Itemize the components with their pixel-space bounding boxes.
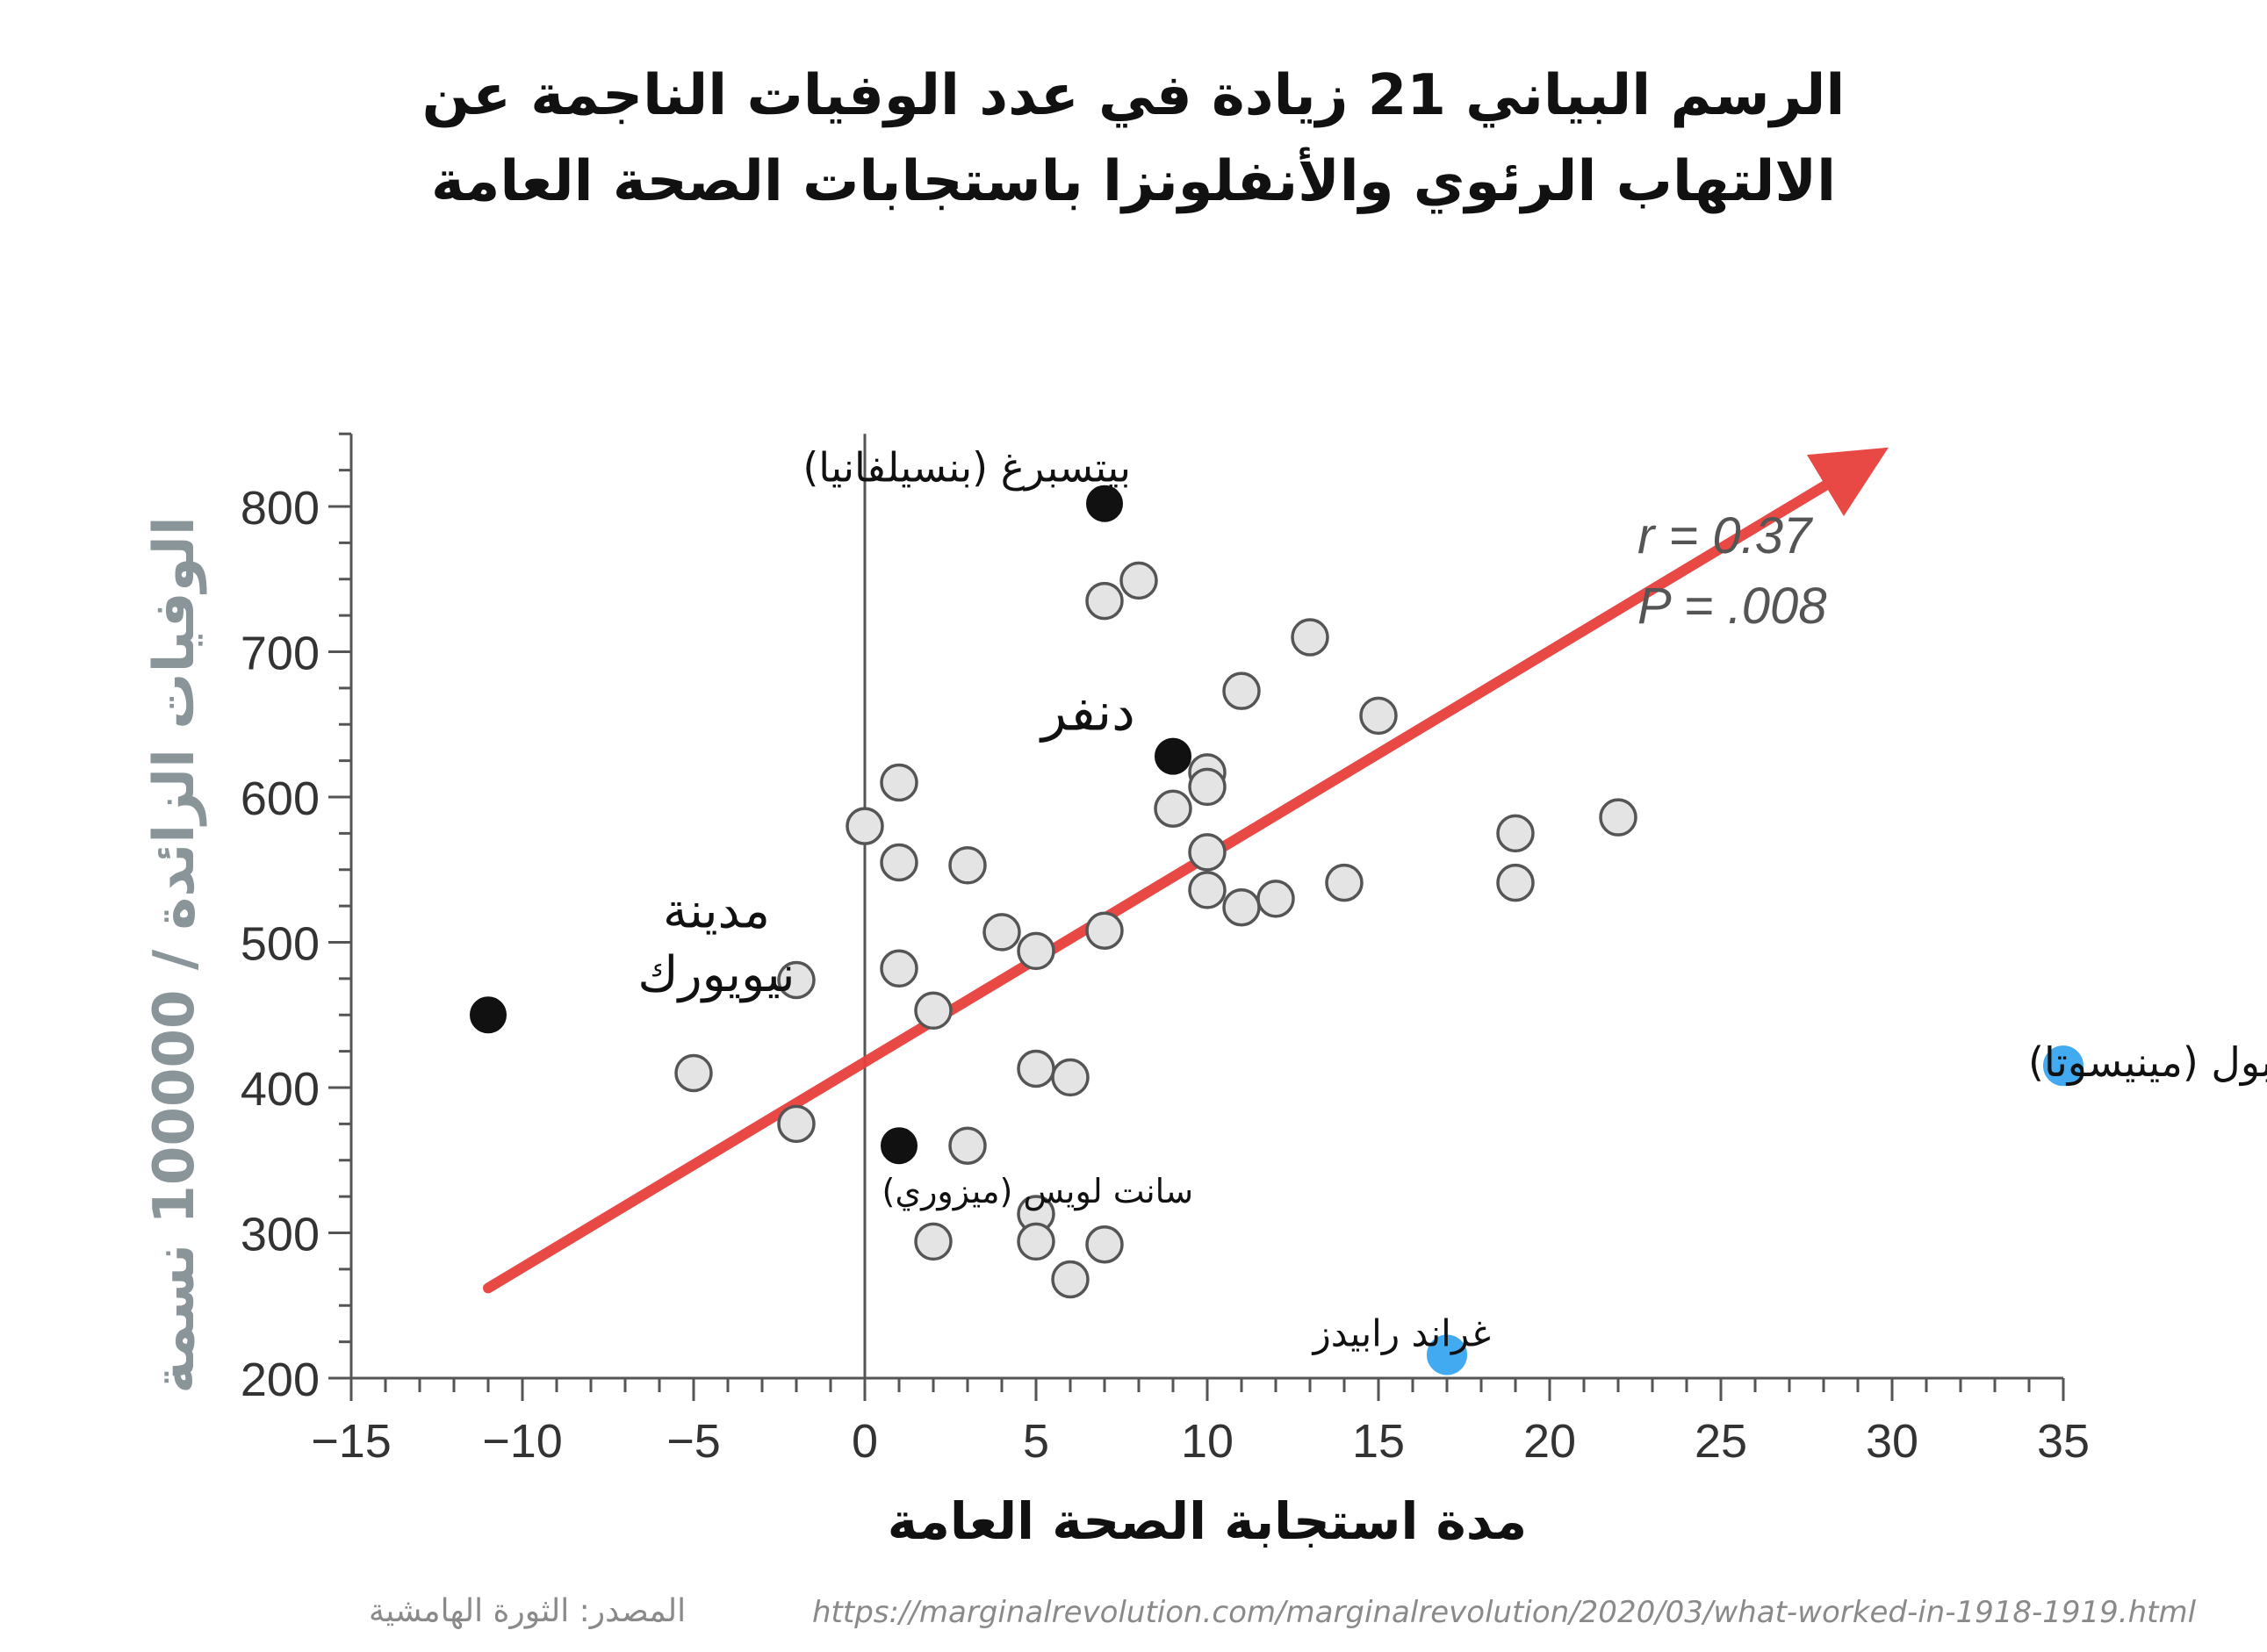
x-tick-label: 15: [1352, 1415, 1405, 1468]
chart-title: الرسم البياني 21 زيادة في عدد الوفيات ال…: [176, 53, 2091, 225]
x-tick-label: 25: [1695, 1415, 1747, 1468]
highlight-point: [2043, 1045, 2083, 1087]
data-point: [1359, 696, 1398, 736]
data-point: [1188, 833, 1227, 872]
highlight-point: [1155, 737, 1191, 775]
data-point: [1017, 931, 1055, 971]
data-point: [948, 1126, 987, 1165]
data-point: [880, 843, 918, 882]
x-tick-label: −5: [666, 1415, 721, 1468]
data-point: [1017, 1049, 1055, 1088]
data-point: [948, 846, 987, 885]
city-label: بيتسبرغ (بنسيلفانيا): [802, 444, 1131, 492]
data-point: [1496, 814, 1535, 853]
x-tick-label: −10: [482, 1415, 563, 1468]
city-label: دنفر: [1039, 682, 1135, 743]
y-tick-label: 800: [241, 482, 320, 535]
source-note: المصدر: الثورة الهامشية https://marginal…: [369, 1593, 2197, 1637]
stat-p-value: P = .008: [1637, 578, 1827, 635]
source-url: https://marginalrevolution.com/marginalr…: [812, 1595, 2197, 1630]
source-label: المصدر: الثورة الهامشية: [369, 1593, 687, 1629]
data-point: [1051, 1260, 1090, 1299]
data-point: [1222, 672, 1261, 710]
chart-title-line-2: الالتهاب الرئوي والأنفلونزا باستجابات ال…: [430, 149, 1837, 214]
chart-title-line-1: الرسم البياني 21 زيادة في عدد الوفيات ال…: [421, 63, 1846, 128]
data-point: [914, 991, 953, 1031]
x-tick-label: 0: [852, 1415, 878, 1468]
city-label: سانت بول (مينيسوتا): [2028, 1038, 2267, 1087]
city-label: غراند رابيدز: [1311, 1312, 1491, 1355]
city-label-line: مدينة: [663, 882, 770, 939]
data-point: [1325, 863, 1364, 902]
data-point: [1496, 863, 1535, 902]
data-point: [1085, 1225, 1124, 1264]
x-axis-title: مدة استجابة الصحة العامة: [888, 1491, 1527, 1551]
x-tick-label: 5: [1023, 1415, 1049, 1468]
highlight-point: [881, 1127, 918, 1165]
y-axis-title: الوفيات الزائدة / 100000 نسمة: [142, 516, 207, 1394]
data-point: [1154, 789, 1192, 828]
y-tick-label: 300: [241, 1209, 320, 1261]
data-point: [880, 763, 918, 802]
highlight-point: [1086, 485, 1123, 522]
highlight-point: [470, 996, 507, 1034]
city-label: سانت لويس (ميزوري): [882, 1172, 1194, 1211]
data-point: [777, 1104, 816, 1144]
city-label: مدينة نيويورك: [637, 882, 795, 1003]
y-tick-label: 600: [241, 772, 320, 825]
data-point: [777, 960, 816, 1000]
y-tick-label: 500: [241, 918, 320, 971]
data-point: [1222, 888, 1261, 927]
y-tick-label: 200: [241, 1354, 320, 1406]
y-tick-label: 400: [241, 1063, 320, 1116]
data-point: [982, 913, 1021, 952]
data-point: [1599, 798, 1637, 837]
x-tick-label: −15: [311, 1415, 392, 1468]
data-point: [1291, 618, 1329, 657]
data-point: [846, 807, 884, 845]
x-tick-label: 10: [1181, 1415, 1234, 1468]
trend-arrow: [483, 447, 1889, 1294]
y-tick-label: 700: [241, 628, 320, 680]
data-point: [914, 1222, 953, 1261]
data-point: [1188, 871, 1227, 909]
data-point: [1188, 767, 1227, 807]
highlight-point: [1427, 1334, 1467, 1375]
x-tick-label: 30: [1866, 1415, 1918, 1468]
data-point: [880, 949, 918, 988]
data-point: [1017, 1222, 1055, 1261]
stat-r-value: r = 0.37: [1637, 507, 1814, 564]
data-point: [1256, 880, 1295, 918]
city-label-line: نيويورك: [637, 946, 795, 1003]
data-point: [674, 1053, 713, 1093]
x-tick-label: 20: [1523, 1415, 1576, 1468]
data-point: [1119, 561, 1158, 600]
data-point: [1085, 581, 1124, 621]
data-point: [1051, 1058, 1090, 1097]
data-point: [1085, 911, 1124, 951]
x-tick-label: 35: [2037, 1415, 2090, 1468]
